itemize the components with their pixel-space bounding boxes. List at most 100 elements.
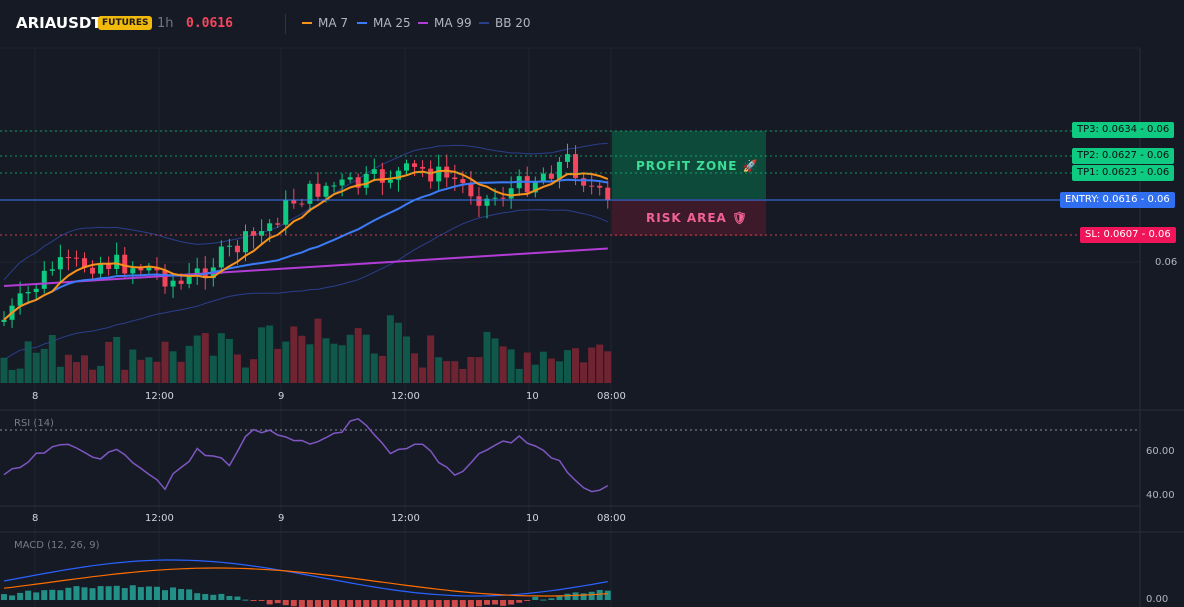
macd-hist-bar: [49, 589, 56, 600]
entry-tag[interactable]: ENTRY: 0.0616 - 0.06: [1060, 192, 1175, 208]
candle-body: [283, 200, 289, 225]
candle-body: [428, 168, 434, 182]
timeframe-label[interactable]: 1h: [157, 16, 174, 31]
volume-bar: [330, 343, 338, 383]
volume-bar: [145, 357, 153, 383]
candle-body: [460, 179, 466, 184]
macd-hist-bar: [242, 599, 249, 601]
candle-body: [468, 183, 474, 197]
macd-hist-bar: [379, 600, 386, 607]
volume-bar: [225, 338, 233, 383]
macd-hist-bar: [508, 600, 515, 605]
signal-line: [3, 567, 608, 597]
macd-hist-bar: [467, 600, 474, 607]
symbol-name[interactable]: ARIAUSDT: [16, 14, 102, 32]
candle-body: [597, 185, 603, 188]
candle-body: [82, 258, 87, 268]
ma25-swatch: [357, 22, 367, 24]
macd-hist-bar: [395, 600, 402, 607]
legend-ma25[interactable]: MA 25: [357, 16, 411, 30]
macd-axis-zero: 0.00: [1146, 594, 1169, 605]
macd-hist-bar: [97, 586, 104, 600]
macd-hist-bar: [387, 600, 394, 607]
macd-hist-bar: [588, 591, 595, 600]
macd-hist-bar: [121, 588, 128, 600]
volume-bar: [314, 318, 322, 383]
volume-bar: [588, 347, 596, 383]
volume-bar: [443, 361, 451, 383]
candle-body: [605, 187, 611, 201]
tp1-tag[interactable]: TP1: 0.0623 - 0.06: [1072, 165, 1175, 181]
macd-hist-bar: [73, 586, 80, 600]
candle-body: [299, 203, 305, 205]
tp3-tag[interactable]: TP3: 0.0634 - 0.06: [1072, 122, 1175, 138]
time-label: 10: [526, 391, 539, 402]
macd-hist-bar: [298, 600, 305, 607]
candle-body: [484, 198, 490, 206]
time-label: 9: [278, 391, 285, 402]
volume-bar: [40, 348, 48, 383]
candle-body: [532, 181, 538, 193]
candle-body: [379, 169, 385, 183]
candle-body: [476, 196, 482, 206]
legend-label: BB 20: [495, 16, 531, 30]
bb-lower: [3, 209, 608, 361]
legend-ma7[interactable]: MA 7: [302, 16, 348, 30]
candle-body: [548, 173, 554, 179]
candle-body: [33, 288, 39, 293]
time-label: 12:00: [391, 391, 420, 402]
chart-grid: [0, 47, 1184, 607]
volume-bar: [378, 355, 386, 383]
volume-bar: [403, 336, 410, 383]
macd-hist-bar: [170, 587, 177, 600]
macd-hist-bar: [306, 600, 313, 607]
candle-body: [65, 257, 71, 259]
macd-hist-bar: [210, 594, 217, 600]
tp2-tag[interactable]: TP2: 0.0627 - 0.06: [1072, 148, 1175, 164]
macd-hist-bar: [339, 600, 346, 607]
macd-hist-bar: [524, 600, 531, 601]
volume-bar: [258, 327, 266, 383]
legend-bb20[interactable]: BB 20: [479, 16, 531, 30]
macd-hist-bar: [355, 600, 362, 607]
volume-bar: [523, 352, 531, 383]
candle-body: [573, 154, 579, 179]
macd-hist-bar: [282, 600, 289, 606]
macd-hist-bar: [202, 594, 209, 600]
time-label: 08:00: [597, 391, 626, 402]
candle-body: [412, 163, 418, 167]
candle-body: [371, 169, 377, 174]
macd-hist-bar: [459, 600, 466, 607]
candle-body: [1, 319, 7, 322]
sl-tag[interactable]: SL: 0.0607 - 0.06: [1080, 227, 1176, 243]
macd-hist-bar: [89, 588, 96, 600]
macd-hist-bar: [363, 600, 370, 607]
volume-bar: [346, 334, 354, 383]
macd-hist-bar: [218, 593, 225, 600]
volume-bar: [386, 315, 394, 383]
rsi-pane: [0, 417, 1140, 493]
volume-bar: [233, 354, 241, 383]
futures-badge: FUTURES: [98, 16, 153, 30]
rsi-line: [3, 417, 609, 493]
volume-bar: [201, 333, 209, 383]
macd-hist-bar: [411, 600, 418, 607]
macd-hist-bar: [274, 600, 281, 604]
ma99-line: [3, 247, 608, 287]
macd-hist-bar: [113, 585, 120, 600]
candle-body: [556, 161, 562, 179]
volume-bar: [177, 361, 185, 383]
candle-body: [420, 166, 426, 169]
volume-bar: [24, 341, 32, 383]
rocket-icon: 🚀: [742, 159, 759, 173]
candle-body: [323, 185, 329, 197]
macd-hist-bar: [475, 600, 482, 607]
macd-hist-bar: [194, 593, 201, 600]
volume-bar: [491, 338, 499, 383]
ma99-swatch: [418, 22, 428, 24]
macd-hist-bar: [516, 600, 523, 603]
legend-ma99[interactable]: MA 99: [418, 16, 472, 30]
candle-body: [146, 266, 152, 271]
macd-hist-bar: [129, 585, 136, 600]
